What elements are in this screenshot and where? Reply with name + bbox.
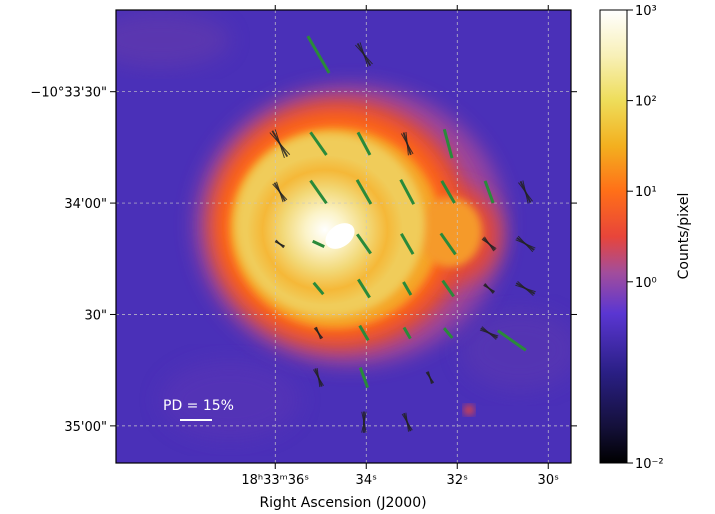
pol-vector-9: [355, 179, 373, 205]
pol-vector-13: [518, 180, 533, 204]
x-tick-label-3: 30ˢ: [538, 473, 560, 488]
colorbar-gradient: [599, 9, 628, 464]
coordinate-grid: [116, 10, 571, 463]
pol-vector-32: [497, 329, 527, 352]
axis-ticks: 18ʰ33ᵐ36ˢ 34ˢ 32ˢ 30ˢ −10°33'30" 34'00" 30" 35'…: [30, 5, 577, 488]
pol-vector-2: [269, 129, 291, 159]
colorbar-tick-label-4: 10³: [635, 4, 657, 19]
pol-vector-19: [481, 236, 497, 252]
y-tick-label-3: 35'00": [64, 420, 107, 435]
pol-vector-28: [358, 324, 370, 342]
colorbar-ticks: 10⁻² 10⁰ 10¹ 10² 10³: [627, 4, 664, 472]
colorbar-tick-label-2: 10¹: [635, 185, 657, 200]
pol-vector-18: [439, 232, 457, 256]
pol-vector-34: [358, 367, 370, 389]
pol-vector-15: [312, 239, 325, 248]
y-tick-label-1: 34'00": [64, 197, 107, 212]
pol-vector-12: [483, 180, 495, 204]
x-tick-label-2: 32ˢ: [447, 473, 469, 488]
pol-vector-25: [483, 283, 495, 294]
pol-vector-36: [361, 411, 367, 433]
x-axis-title: Right Ascension (J2000): [259, 495, 426, 511]
x-tick-label-1: 34ˢ: [356, 473, 378, 488]
colorbar-tick-label-1: 10⁰: [635, 276, 657, 291]
pol-vector-6: [442, 128, 454, 159]
pol-vector-24: [441, 279, 455, 298]
pol-vector-22: [357, 278, 371, 299]
pol-vector-21: [312, 281, 325, 296]
pol-vector-20: [515, 235, 536, 253]
colorbar-tick-label-3: 10²: [635, 95, 657, 110]
pol-vector-5: [400, 131, 414, 156]
pol-vector-7: [272, 181, 288, 203]
pol-vector-35: [425, 371, 435, 384]
pol-vector-17: [400, 233, 415, 255]
pol-vector-29: [402, 326, 412, 340]
pol-vector-33: [312, 368, 324, 388]
pol-vector-4: [356, 131, 372, 156]
pol-vector-0: [306, 35, 331, 74]
pol-vector-14: [274, 239, 285, 249]
colorbar-title: Counts/pixel: [676, 193, 692, 280]
pol-vector-3: [309, 131, 328, 156]
polarization-vectors: [269, 35, 536, 433]
pol-vector-8: [309, 179, 328, 205]
colorbar: 10⁻² 10⁰ 10¹ 10² 10³ Counts/pixel: [599, 4, 692, 472]
pol-vector-26: [515, 280, 536, 296]
y-tick-label-0: −10°33'30": [30, 86, 107, 101]
pol-vector-10: [399, 178, 416, 205]
pol-vector-11: [440, 180, 456, 204]
plot-frame: [115, 9, 572, 464]
pol-vector-37: [401, 412, 413, 432]
y-tick-label-2: 30": [84, 308, 107, 323]
scale-bar: PD = 15%: [163, 398, 234, 421]
pol-vector-30: [442, 327, 454, 339]
intensity-map: [116, 10, 571, 463]
x-tick-label-0: 18ʰ33ᵐ36ˢ: [241, 473, 309, 488]
scale-bar-label: PD = 15%: [163, 398, 234, 414]
pol-vector-16: [356, 233, 372, 255]
pol-vector-23: [402, 281, 413, 296]
colorbar-tick-label-0: 10⁻²: [635, 457, 664, 472]
pol-vector-31: [479, 326, 499, 340]
pol-vector-27: [313, 326, 324, 340]
pol-vector-1: [355, 42, 373, 67]
